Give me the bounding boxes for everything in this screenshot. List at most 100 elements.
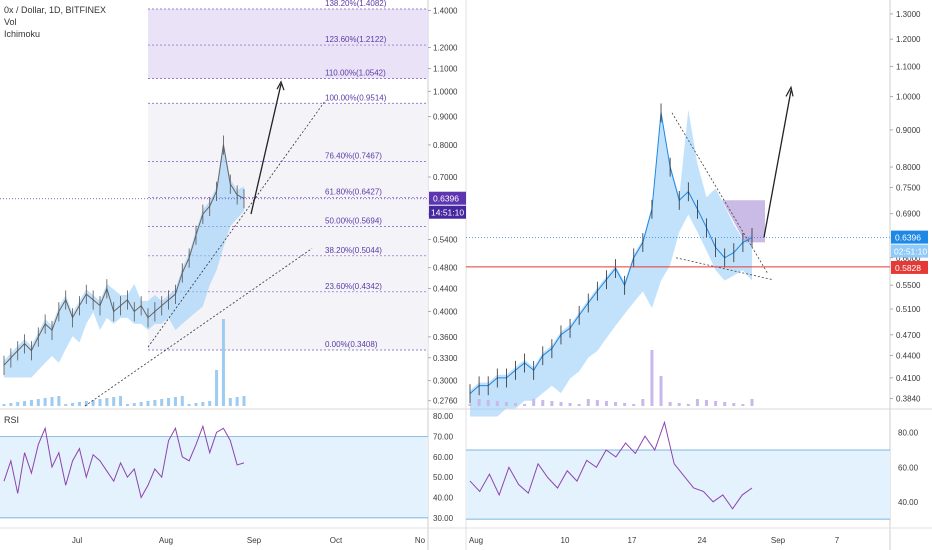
volume-bar: [242, 396, 246, 406]
volume-bar: [221, 319, 225, 406]
y-tick-label: 1.2000: [896, 35, 921, 44]
volume-bar: [468, 404, 472, 406]
rsi-tick-label: 60.00: [898, 463, 919, 472]
projection-arrow-line: [250, 84, 282, 215]
projection-arrow-head: [785, 85, 794, 97]
y-tick-label: 0.4800: [433, 264, 458, 273]
volume-bar: [146, 401, 150, 406]
y-tick-label: 0.9000: [896, 126, 921, 135]
volume-bar: [659, 376, 663, 406]
volume-indicator-label[interactable]: Vol: [4, 17, 17, 27]
volume-bar: [57, 396, 61, 406]
volume-bar: [91, 400, 95, 406]
volume-bar: [614, 402, 618, 406]
right-rsi-panel[interactable]: [466, 420, 890, 520]
volume-bar: [119, 396, 123, 406]
x-tick-label: Oct: [330, 536, 343, 545]
wedge-upper-line: [671, 112, 769, 275]
volume-bar: [125, 404, 129, 406]
projection-arrow-line: [763, 90, 792, 238]
volume-bar: [595, 400, 599, 406]
volume-bar: [513, 403, 517, 406]
y-tick-label: 1.2000: [433, 43, 458, 52]
y-tick-label: 1.1000: [896, 63, 921, 72]
volume-bar: [477, 399, 481, 406]
countdown-tag: [429, 205, 466, 219]
ichimoku-bear-cloud: [722, 200, 765, 243]
left-price-panel[interactable]: 138.20%(1.4082) 123.60%(1.2122) 110.00%(1.…: [0, 0, 428, 407]
volume-bar: [50, 397, 54, 406]
fib-level-label: 76.40%(0.7467): [325, 152, 382, 161]
right-price-line: [469, 112, 753, 395]
volume-bar: [686, 404, 690, 406]
y-tick-label: 0.8000: [896, 163, 921, 172]
ichimoku-cloud: [470, 109, 752, 417]
rsi-tick-label: 80.00: [898, 429, 919, 438]
y-tick-label: 0.6900: [896, 210, 921, 219]
volume-bar: [541, 400, 545, 406]
rsi-indicator-label[interactable]: RSI: [4, 415, 19, 425]
x-tick-label: 10: [561, 536, 570, 545]
fib-level-label: 0.00%(0.3408): [325, 340, 378, 349]
volume-bar: [215, 370, 219, 406]
y-tick-label: 0.7000: [433, 173, 458, 182]
support-price-tag: [891, 260, 928, 274]
right-price-panel[interactable]: [466, 85, 890, 417]
volume-bar: [504, 402, 508, 406]
volume-bar: [139, 402, 143, 406]
rsi-tick-label: 40.00: [898, 498, 919, 507]
y-tick-label: 0.4400: [896, 352, 921, 361]
volume-bar: [228, 398, 232, 406]
current-price-value: 0.6396: [895, 233, 921, 243]
y-tick-label: 0.4000: [433, 308, 458, 317]
y-tick-label: 0.4100: [896, 374, 921, 383]
volume-bar: [532, 399, 536, 406]
volume-bar: [723, 402, 727, 406]
y-tick-label: 0.3000: [433, 377, 458, 386]
y-tick-label: 1.1000: [433, 64, 458, 73]
fib-level-label: 50.00%(0.5694): [325, 217, 382, 226]
current-price-tag: [429, 191, 466, 205]
x-tick-label: 17: [628, 536, 637, 545]
volume-bar: [604, 401, 608, 406]
fib-level-label: 138.20%(1.4082): [325, 0, 387, 8]
y-tick-label: 0.7500: [896, 183, 921, 192]
volume-bar: [495, 401, 499, 406]
volume-bar: [714, 401, 718, 406]
volume-bar: [84, 401, 88, 406]
volume-bar: [43, 398, 47, 406]
volume-bar: [732, 403, 736, 406]
volume-bar: [173, 397, 177, 406]
y-tick-label: 0.5100: [896, 305, 921, 314]
y-tick-label: 0.3840: [896, 395, 921, 404]
x-tick-label: Jul: [72, 536, 82, 545]
volume-bar: [586, 399, 590, 406]
volume-bar: [568, 403, 572, 406]
y-tick-label: 1.4000: [433, 6, 458, 15]
wedge-lower-line: [675, 257, 773, 280]
volume-bar: [486, 400, 490, 406]
volume-bar: [208, 401, 212, 406]
symbol-title[interactable]: 0x / Dollar, 1D, BITFINEX: [4, 5, 106, 15]
rsi-tick-label: 50.00: [433, 473, 454, 482]
volume-bar: [194, 403, 198, 406]
left-rsi-panel[interactable]: [0, 424, 428, 519]
fib-level-label: 100.00%(0.9514): [325, 93, 387, 102]
rsi-line: [3, 424, 245, 499]
volume-bar: [695, 399, 699, 406]
upper-trendline: [147, 100, 326, 348]
ichimoku-indicator-label[interactable]: Ichimoku: [4, 29, 40, 39]
volume-bar: [36, 399, 40, 406]
volume-bar: [29, 400, 33, 406]
x-tick-label: 7: [835, 536, 840, 545]
rsi-tick-label: 40.00: [433, 494, 454, 503]
rsi-band: [0, 436, 428, 518]
volume-bar: [623, 403, 627, 406]
left-price-line: [3, 144, 245, 366]
volume-bar: [16, 402, 20, 406]
y-tick-label: 0.5500: [896, 281, 921, 290]
volume-bar: [677, 403, 681, 406]
volume-bar: [201, 402, 205, 406]
volume-bar: [105, 398, 109, 406]
